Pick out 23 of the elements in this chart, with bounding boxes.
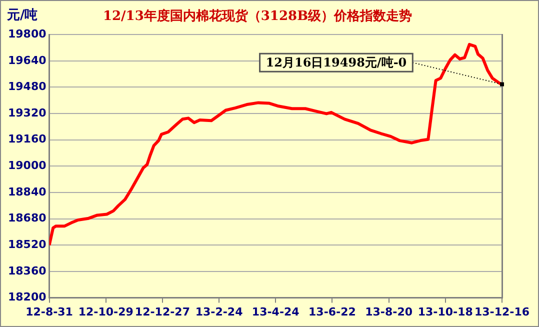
x-tick-label: 12-12-27 — [134, 305, 190, 318]
x-tick-label: 13-10-18 — [418, 305, 473, 318]
y-tick-label: 19800 — [8, 27, 47, 40]
x-tick-label: 13-6-22 — [308, 305, 356, 318]
y-tick-label: 19000 — [8, 159, 47, 172]
y-tick-label: 18680 — [8, 212, 47, 225]
y-tick-label: 19320 — [8, 106, 47, 120]
y-tick-label: 19160 — [8, 132, 47, 146]
x-tick-label: 13-12-16 — [474, 305, 530, 318]
annotation: 12月16日19498元/吨-0 — [266, 56, 407, 70]
x-tick-label: 13-8-20 — [365, 305, 413, 318]
y-tick-label: 19480 — [8, 80, 47, 94]
y-tick-label: 19640 — [8, 54, 47, 67]
x-tick-label: 12-10-29 — [78, 305, 134, 318]
y-tick-label: 18360 — [8, 264, 47, 278]
x-tick-label: 12-8-31 — [26, 305, 73, 318]
y-tick-label: 18840 — [8, 185, 47, 198]
x-tick-label: 13-4-24 — [252, 305, 300, 318]
y-tick-label: 18200 — [8, 290, 47, 304]
y-tick-label: 18520 — [8, 238, 47, 252]
x-tick-label: 13-2-24 — [195, 305, 244, 318]
y-axis-title: 元/吨 — [6, 8, 38, 23]
chart-title: 12/13年度国内棉花现货（3128B级）价格指数走势 — [102, 8, 412, 24]
